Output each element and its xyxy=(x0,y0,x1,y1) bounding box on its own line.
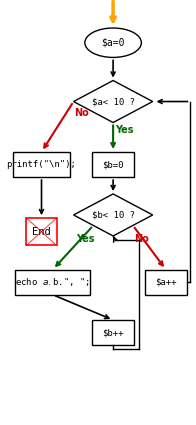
Text: $a=0: $a=0 xyxy=(101,38,125,48)
Text: No: No xyxy=(134,234,149,244)
Bar xyxy=(92,152,134,177)
Text: printf("\n");: printf("\n"); xyxy=(7,160,76,169)
Text: $a< 10 ?: $a< 10 ? xyxy=(92,97,135,106)
Polygon shape xyxy=(74,80,153,122)
Text: $a++: $a++ xyxy=(155,278,177,287)
Text: $b< 10 ?: $b< 10 ? xyxy=(92,210,135,219)
Text: Yes: Yes xyxy=(76,234,95,244)
Text: $b=0: $b=0 xyxy=(102,160,124,169)
Bar xyxy=(15,269,91,295)
Bar xyxy=(92,320,134,345)
Text: End: End xyxy=(32,227,51,237)
Text: $b++: $b++ xyxy=(102,328,124,337)
Ellipse shape xyxy=(85,28,141,57)
Polygon shape xyxy=(74,194,153,236)
Text: Yes: Yes xyxy=(115,125,134,135)
Text: echo $a.$b.", ";: echo $a.$b.", "; xyxy=(15,276,90,288)
Bar xyxy=(13,152,70,177)
Text: No: No xyxy=(74,108,88,118)
Bar xyxy=(145,269,187,295)
Bar xyxy=(26,218,57,245)
